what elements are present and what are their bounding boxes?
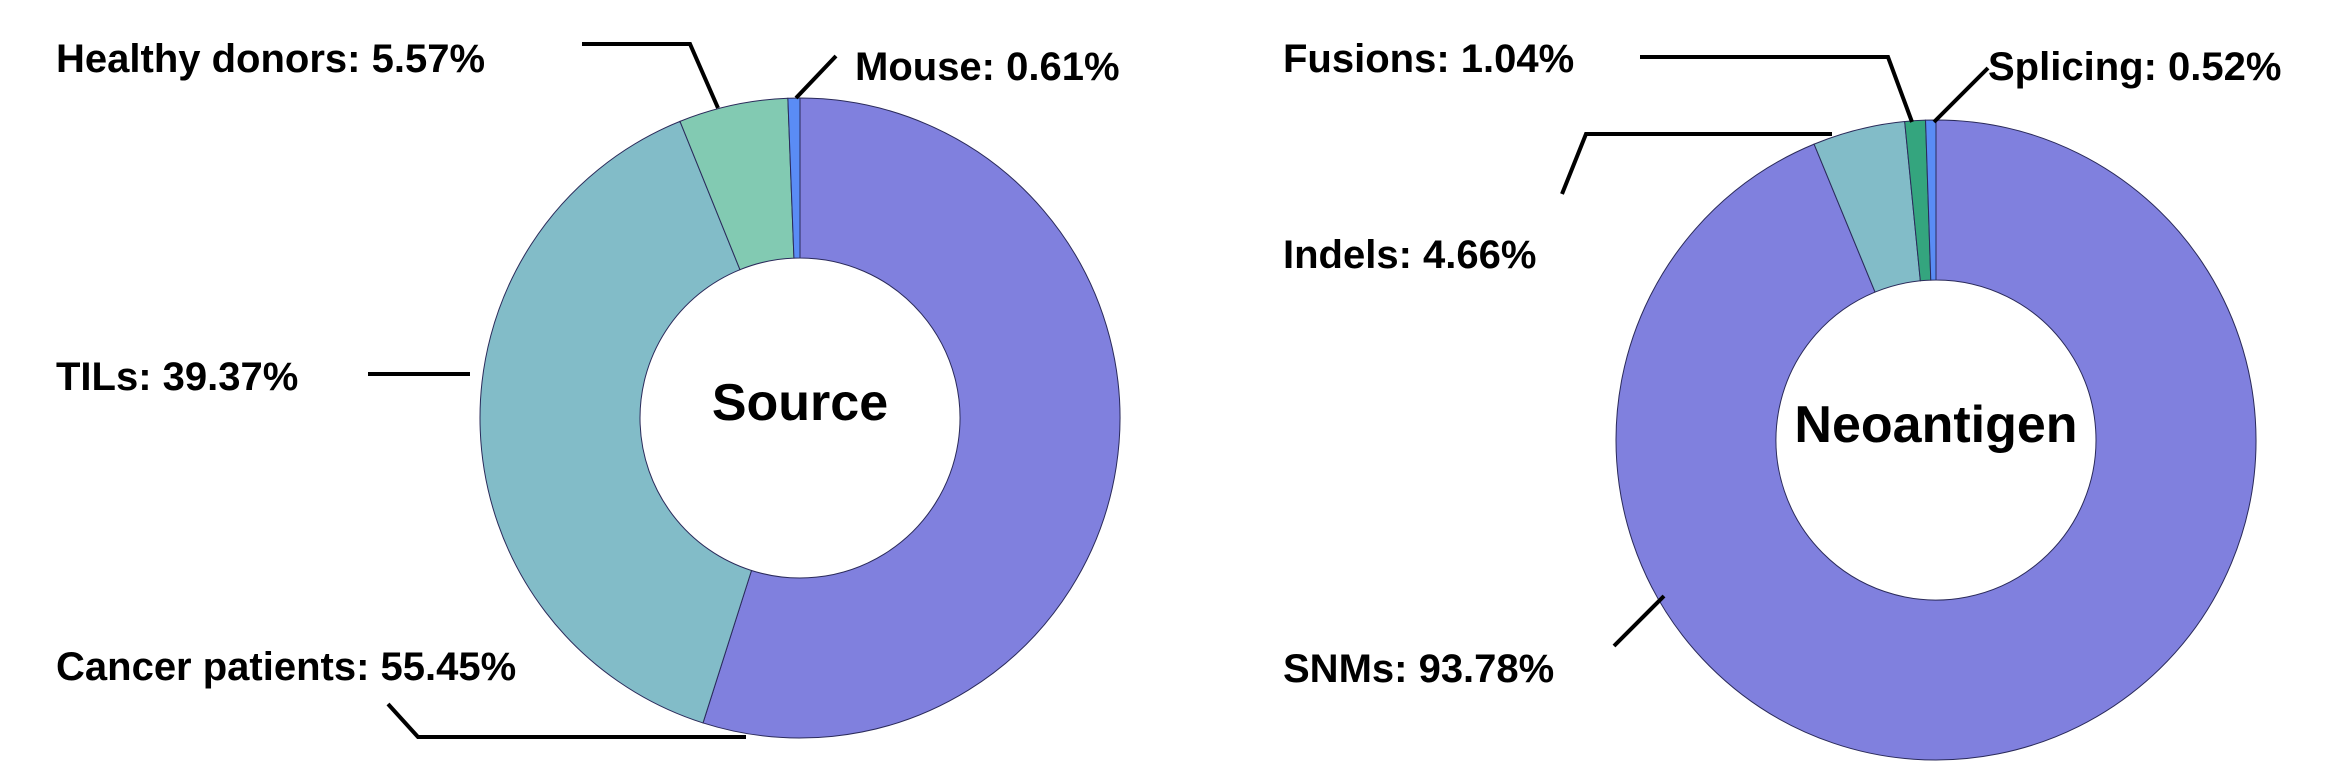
neoantigen-center-label: Neoantigen bbox=[1794, 396, 2077, 454]
neoantigen-donut-chart: Neoantigen Fusions: 1.04% Splicing: 0.52… bbox=[1283, 37, 2281, 761]
neoantigen-slice-splicing bbox=[1925, 119, 1937, 281]
leader-line-snms bbox=[1612, 594, 1666, 648]
source-center-label: Source bbox=[712, 374, 888, 432]
label-splicing: Splicing: 0.52% bbox=[1988, 45, 2281, 89]
neoantigen-slices bbox=[1615, 119, 2257, 761]
leader-line-mouse bbox=[794, 54, 838, 100]
label-cancer-patients: Cancer patients: 55.45% bbox=[56, 645, 516, 689]
neoantigen-slice-snms bbox=[1615, 119, 2257, 761]
leader-line-fusions bbox=[1640, 55, 1914, 123]
label-fusions: Fusions: 1.04% bbox=[1283, 37, 1574, 81]
source-slices bbox=[479, 97, 1121, 739]
leader-line-healthy-donors bbox=[582, 42, 720, 109]
source-slice-tils bbox=[479, 120, 753, 724]
source-slice-mouse bbox=[787, 97, 801, 259]
source-donut-chart: Source Healthy donors: 5.57% Mouse: 0.61… bbox=[56, 37, 1121, 739]
label-tils: TILs: 39.37% bbox=[56, 355, 298, 399]
label-indels: Indels: 4.66% bbox=[1283, 233, 1536, 277]
label-snms: SNMs: 93.78% bbox=[1283, 647, 1554, 691]
source-slice-cancer-patients bbox=[702, 97, 1121, 739]
leader-line-indels bbox=[1560, 132, 1832, 195]
leader-line-splicing bbox=[1932, 66, 1990, 124]
label-healthy-donors: Healthy donors: 5.57% bbox=[56, 37, 485, 81]
leader-line-cancer-patients bbox=[386, 702, 746, 739]
label-mouse: Mouse: 0.61% bbox=[855, 45, 1120, 89]
